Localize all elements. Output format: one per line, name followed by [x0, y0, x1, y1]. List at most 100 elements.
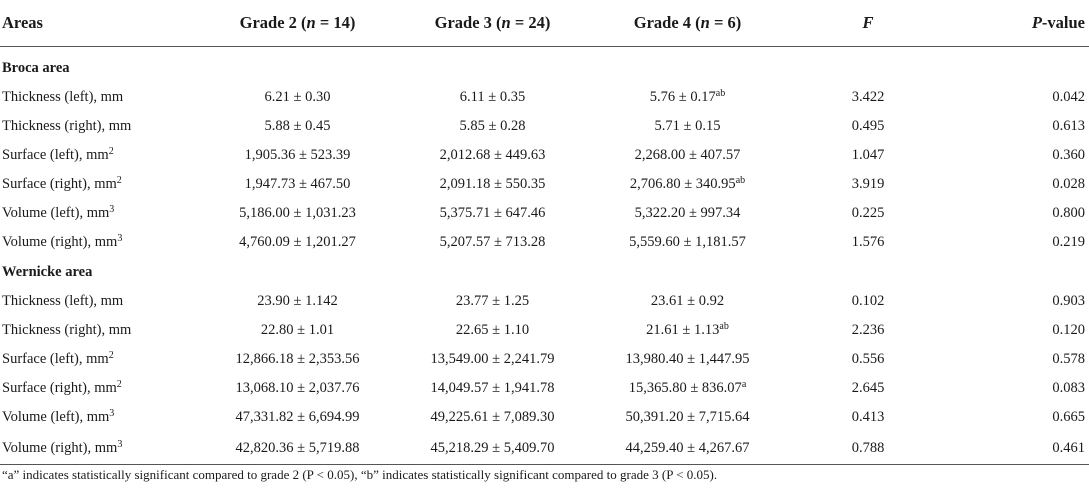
cell-f: 0.413 — [851, 409, 885, 425]
header-grade-2: Grade 2 (n = 14) — [200, 0, 395, 47]
cell-f: 2.236 — [851, 322, 885, 338]
cell-p-value: 0.360 — [1052, 147, 1085, 163]
cell-g3: 22.65 ± 1.10 — [455, 322, 530, 338]
cell-g4: 5,559.60 ± 1,181.57 — [629, 234, 746, 250]
table-row: Volume (right), mm3 42,820.36 ± 5,719.88 4… — [0, 432, 1089, 465]
cell-f: 2.645 — [851, 380, 885, 396]
cell-p-value: 0.461 — [951, 432, 1089, 465]
unit-exponent: 2 — [116, 379, 122, 390]
cell-g2: 13,068.10 ± 2,037.76 — [235, 380, 360, 396]
table-footnote: “a” indicates statistically significant … — [2, 467, 718, 482]
cell-g2: 47,331.82 ± 6,694.99 — [235, 409, 360, 425]
cell-g3: 5.85 ± 0.28 — [459, 118, 526, 134]
header-f: F — [785, 0, 951, 47]
table-row: Surface (right), mm2 1,947.73 ± 467.50 2,0… — [0, 170, 1089, 199]
cell-g3: 49,225.61 ± 7,089.30 — [430, 409, 555, 425]
table-row: Volume (right), mm3 4,760.09 ± 1,201.27 5,… — [0, 228, 1089, 257]
cell-p-value: 0.083 — [1052, 380, 1085, 396]
unit-exponent: 3 — [117, 438, 123, 450]
cell-g4: 2,706.80 ± 340.95ab — [629, 175, 746, 193]
cell-g3: 13,549.00 ± 2,241.79 — [430, 351, 555, 367]
cell-p-value: 0.578 — [1052, 351, 1085, 367]
cell-g2: 1,947.73 ± 467.50 — [244, 176, 351, 192]
table-body: Broca area Thickness (left), mm 6.21 ± 0.3… — [0, 47, 1089, 465]
row-label: Surface (left), mm2 — [2, 350, 114, 368]
cell-g3: 5,207.57 ± 713.28 — [439, 234, 546, 250]
table-row: Volume (left), mm3 47,331.82 ± 6,694.99 49… — [0, 403, 1089, 432]
cell-g3: 5,375.71 ± 647.46 — [439, 205, 546, 221]
section-row: Wernicke area — [0, 257, 1089, 287]
row-label: Volume (left), mm3 — [2, 408, 115, 426]
unit-exponent: 3 — [109, 408, 115, 419]
header-grade-4: Grade 4 (n = 6) — [590, 0, 785, 47]
section-title: Wernicke area — [2, 263, 93, 280]
table-row: Thickness (left), mm 23.90 ± 1.142 23.77 ±… — [0, 287, 1089, 316]
cell-g3: 23.77 ± 1.25 — [455, 293, 530, 309]
cell-g4: 44,259.40 ± 4,267.67 — [590, 432, 785, 465]
cell-f: 0.556 — [851, 351, 885, 367]
cell-f: 0.225 — [851, 205, 885, 221]
cell-g4: 5.71 ± 0.15 — [654, 118, 721, 134]
unit-exponent: 3 — [109, 204, 115, 215]
cell-g4: 15,365.80 ± 836.07a — [628, 379, 747, 397]
cell-f: 3.422 — [851, 89, 885, 105]
cell-f: 3.919 — [851, 176, 885, 192]
significance-marker: ab — [715, 88, 726, 99]
row-label: Volume (right), mm3 — [2, 233, 123, 251]
table-row: Thickness (left), mm 6.21 ± 0.30 6.11 ± 0.… — [0, 83, 1089, 112]
header-p-value: P-value — [951, 0, 1089, 47]
header-row: Areas Grade 2 (n = 14) Grade 3 (n = 24) … — [0, 0, 1089, 47]
cell-g3: 2,012.68 ± 449.63 — [439, 147, 546, 163]
cell-f: 0.788 — [785, 432, 951, 465]
cell-p-value: 0.903 — [1052, 293, 1085, 309]
cell-g3: 14,049.57 ± 1,941.78 — [430, 380, 555, 396]
section-title: Broca area — [2, 59, 70, 76]
significance-marker: ab — [735, 175, 746, 186]
cell-g4: 2,268.00 ± 407.57 — [634, 147, 741, 163]
cell-p-value: 0.800 — [1052, 205, 1085, 221]
cell-g4: 5,322.20 ± 997.34 — [634, 205, 741, 221]
table-row: Thickness (right), mm 5.88 ± 0.45 5.85 ± 0… — [0, 112, 1089, 141]
significance-marker: a — [741, 379, 747, 390]
row-label: Surface (right), mm2 — [2, 175, 122, 193]
cell-p-value: 0.219 — [1052, 234, 1085, 250]
cell-g2: 4,760.09 ± 1,201.27 — [239, 234, 356, 250]
table-row: Volume (left), mm3 5,186.00 ± 1,031.23 5,3… — [0, 199, 1089, 228]
cell-g3: 2,091.18 ± 550.35 — [439, 176, 546, 192]
cell-p-value: 0.665 — [1052, 409, 1085, 425]
row-label: Thickness (right), mm — [2, 118, 132, 134]
row-label: Thickness (left), mm — [2, 89, 124, 105]
cell-g4: 13,980.40 ± 1,447.95 — [625, 351, 750, 367]
cell-f: 1.047 — [851, 147, 885, 163]
cell-g4: 23.61 ± 0.92 — [650, 293, 725, 309]
cell-p-value: 0.120 — [1052, 322, 1085, 338]
section-row: Broca area — [0, 47, 1089, 84]
cell-g2: 6.21 ± 0.30 — [264, 89, 331, 105]
table-row: Surface (left), mm2 12,866.18 ± 2,353.56 1… — [0, 345, 1089, 374]
row-label: Thickness (left), mm — [2, 293, 124, 309]
unit-exponent: 2 — [116, 175, 122, 186]
row-label: Surface (right), mm2 — [2, 379, 122, 397]
cell-g4: 21.61 ± 1.13ab — [646, 321, 729, 339]
cell-p-value: 0.028 — [1052, 176, 1085, 192]
row-label: Volume (right), mm3 — [0, 432, 200, 465]
cell-g2: 12,866.18 ± 2,353.56 — [235, 351, 360, 367]
header-grade-3: Grade 3 (n = 24) — [395, 0, 590, 47]
significance-marker: ab — [719, 321, 729, 332]
cell-g2: 23.90 ± 1.142 — [257, 293, 338, 309]
cell-g2: 42,820.36 ± 5,719.88 — [200, 432, 395, 465]
cell-f: 0.495 — [851, 118, 885, 134]
row-label: Volume (left), mm3 — [2, 204, 115, 222]
cell-g2: 22.80 ± 1.01 — [260, 322, 335, 338]
cell-g2: 1,905.36 ± 523.39 — [244, 147, 351, 163]
cell-g2: 5.88 ± 0.45 — [264, 118, 331, 134]
table-row: Surface (left), mm2 1,905.36 ± 523.39 2,01… — [0, 141, 1089, 170]
unit-exponent: 3 — [117, 233, 123, 244]
cell-g3: 45,218.29 ± 5,409.70 — [395, 432, 590, 465]
cell-g4: 50,391.20 ± 7,715.64 — [625, 409, 750, 425]
cell-f: 1.576 — [851, 234, 885, 250]
unit-exponent: 2 — [108, 146, 114, 157]
row-label: Surface (left), mm2 — [2, 146, 114, 164]
cell-g3: 6.11 ± 0.35 — [459, 89, 526, 105]
